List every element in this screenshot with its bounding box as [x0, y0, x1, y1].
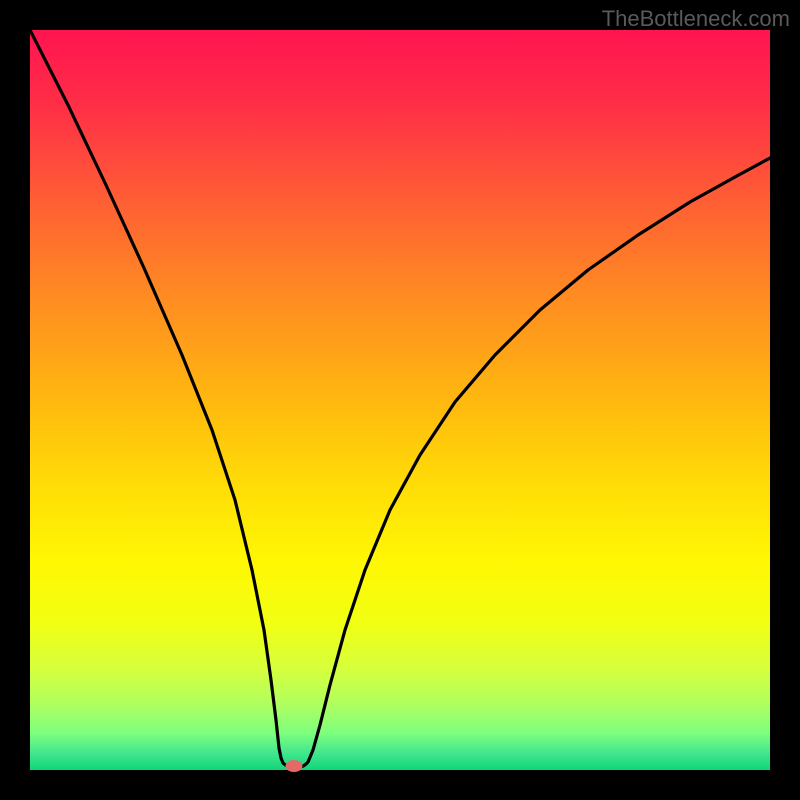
minimum-marker [286, 760, 303, 772]
gradient-background [30, 30, 770, 770]
chart-frame [30, 30, 770, 770]
plot-area [30, 30, 770, 770]
watermark-text: TheBottleneck.com [602, 6, 790, 32]
